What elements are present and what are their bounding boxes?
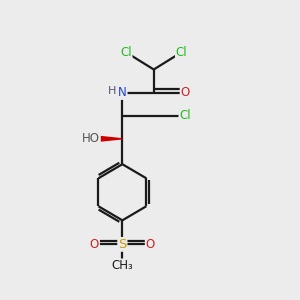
Text: CH₃: CH₃ xyxy=(112,259,133,272)
Text: O: O xyxy=(181,86,190,99)
Text: Cl: Cl xyxy=(179,109,191,122)
Text: N: N xyxy=(118,86,127,99)
Text: Cl: Cl xyxy=(120,46,132,59)
Text: Cl: Cl xyxy=(176,46,188,59)
Text: O: O xyxy=(146,238,155,251)
Polygon shape xyxy=(91,136,122,142)
Text: S: S xyxy=(118,238,127,251)
Text: HO: HO xyxy=(82,132,100,145)
Text: H: H xyxy=(108,86,116,96)
Text: O: O xyxy=(90,238,99,251)
